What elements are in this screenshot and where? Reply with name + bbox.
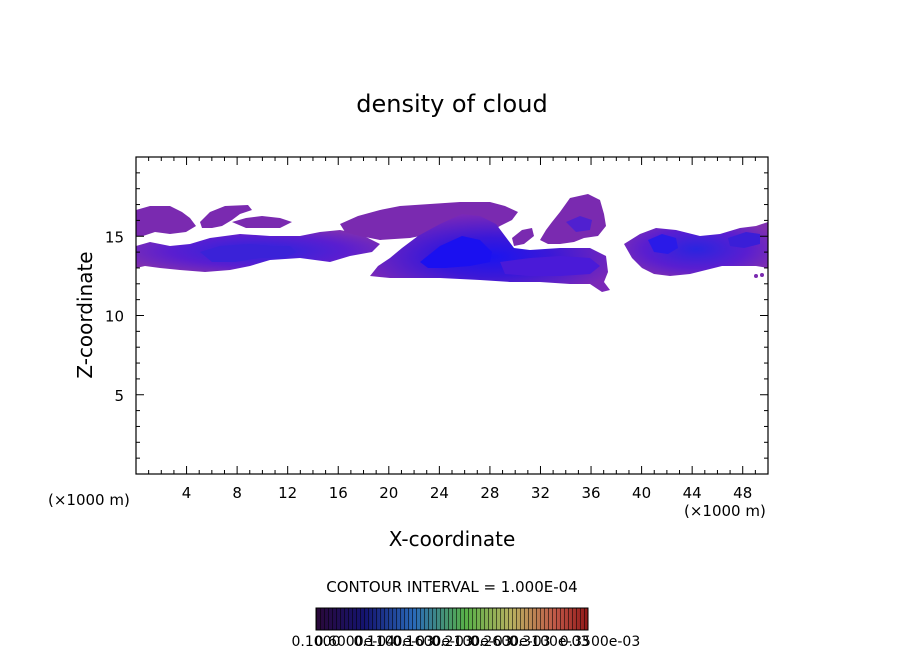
colorbar-label: 0.1100e-03 <box>353 634 433 650</box>
colorbar-frame <box>315 607 589 631</box>
cloud-region-right-speck <box>754 274 758 278</box>
x-tick-label: 44 <box>683 484 702 502</box>
y-axis-label: Z-coordinate <box>73 251 97 378</box>
x-tick-label: 24 <box>430 484 449 502</box>
x-tick-label: 40 <box>632 484 651 502</box>
colorbar-label: 0.3100e-03 <box>509 634 589 650</box>
x-tick-label: 28 <box>480 484 499 502</box>
cloud-region-small-upper <box>200 205 252 228</box>
x-tick-label: 4 <box>182 484 192 502</box>
cloud-region-central-top <box>340 202 518 240</box>
colorbar-lines <box>316 608 588 630</box>
x-tick-label: 8 <box>232 484 242 502</box>
x-tick-label: 16 <box>329 484 348 502</box>
colorbar-label: 0.2100e-03 <box>431 634 511 650</box>
cloud-region-right-speck-2 <box>760 273 764 277</box>
y-axis-ticks: 5 10 15 <box>105 172 768 459</box>
cloud-region-left-lower-core <box>200 244 296 262</box>
cloud-region-central-core <box>420 236 492 268</box>
cloud-region-small-upper-2 <box>232 216 292 228</box>
x-axis-label: X-coordinate <box>389 527 516 551</box>
x-tick-label: 12 <box>278 484 297 502</box>
colorbar-label: 0.1000 <box>292 634 341 650</box>
cloud-region-central-right <box>500 256 600 276</box>
x-axis-unit-left: (×1000 m) <box>48 491 130 509</box>
x-tick-label: 32 <box>531 484 550 502</box>
colorbar-label-end: 0.3500e-03 <box>560 634 640 650</box>
colorbar-label: 0.2600e-03 <box>470 634 550 650</box>
y-tick-label: 5 <box>114 387 124 405</box>
y-tick-label: 10 <box>105 308 124 326</box>
x-tick-label: 48 <box>733 484 752 502</box>
colorbar-label: 0.6000e-04 <box>315 634 396 650</box>
colorbar-label: 0.1600e-03 <box>392 634 472 650</box>
cloud-region-right <box>624 222 768 276</box>
cloud-field <box>136 194 768 292</box>
colorbar-labels: 0.10000.6000e-040.1100e-030.1600e-030.21… <box>292 634 641 650</box>
x-axis-ticks: 4 8 12 16 20 24 28 32 36 40 44 48 <box>148 157 756 502</box>
cloud-region-right-core <box>648 234 678 254</box>
x-tick-label: 20 <box>379 484 398 502</box>
cloud-region-upper-mid-core <box>566 216 592 232</box>
colorbar <box>315 607 589 631</box>
cloud-region-right-core-2 <box>728 232 760 248</box>
cloud-region-left-upper <box>136 206 196 236</box>
chart-title: density of cloud <box>356 90 547 118</box>
x-axis-unit-right: (×1000 m) <box>684 502 766 520</box>
cloud-region-small-mid <box>512 228 534 246</box>
contour-interval-label: CONTOUR INTERVAL = 1.000E-04 <box>326 578 577 596</box>
y-tick-label: 15 <box>105 228 124 246</box>
x-tick-label: 36 <box>581 484 600 502</box>
